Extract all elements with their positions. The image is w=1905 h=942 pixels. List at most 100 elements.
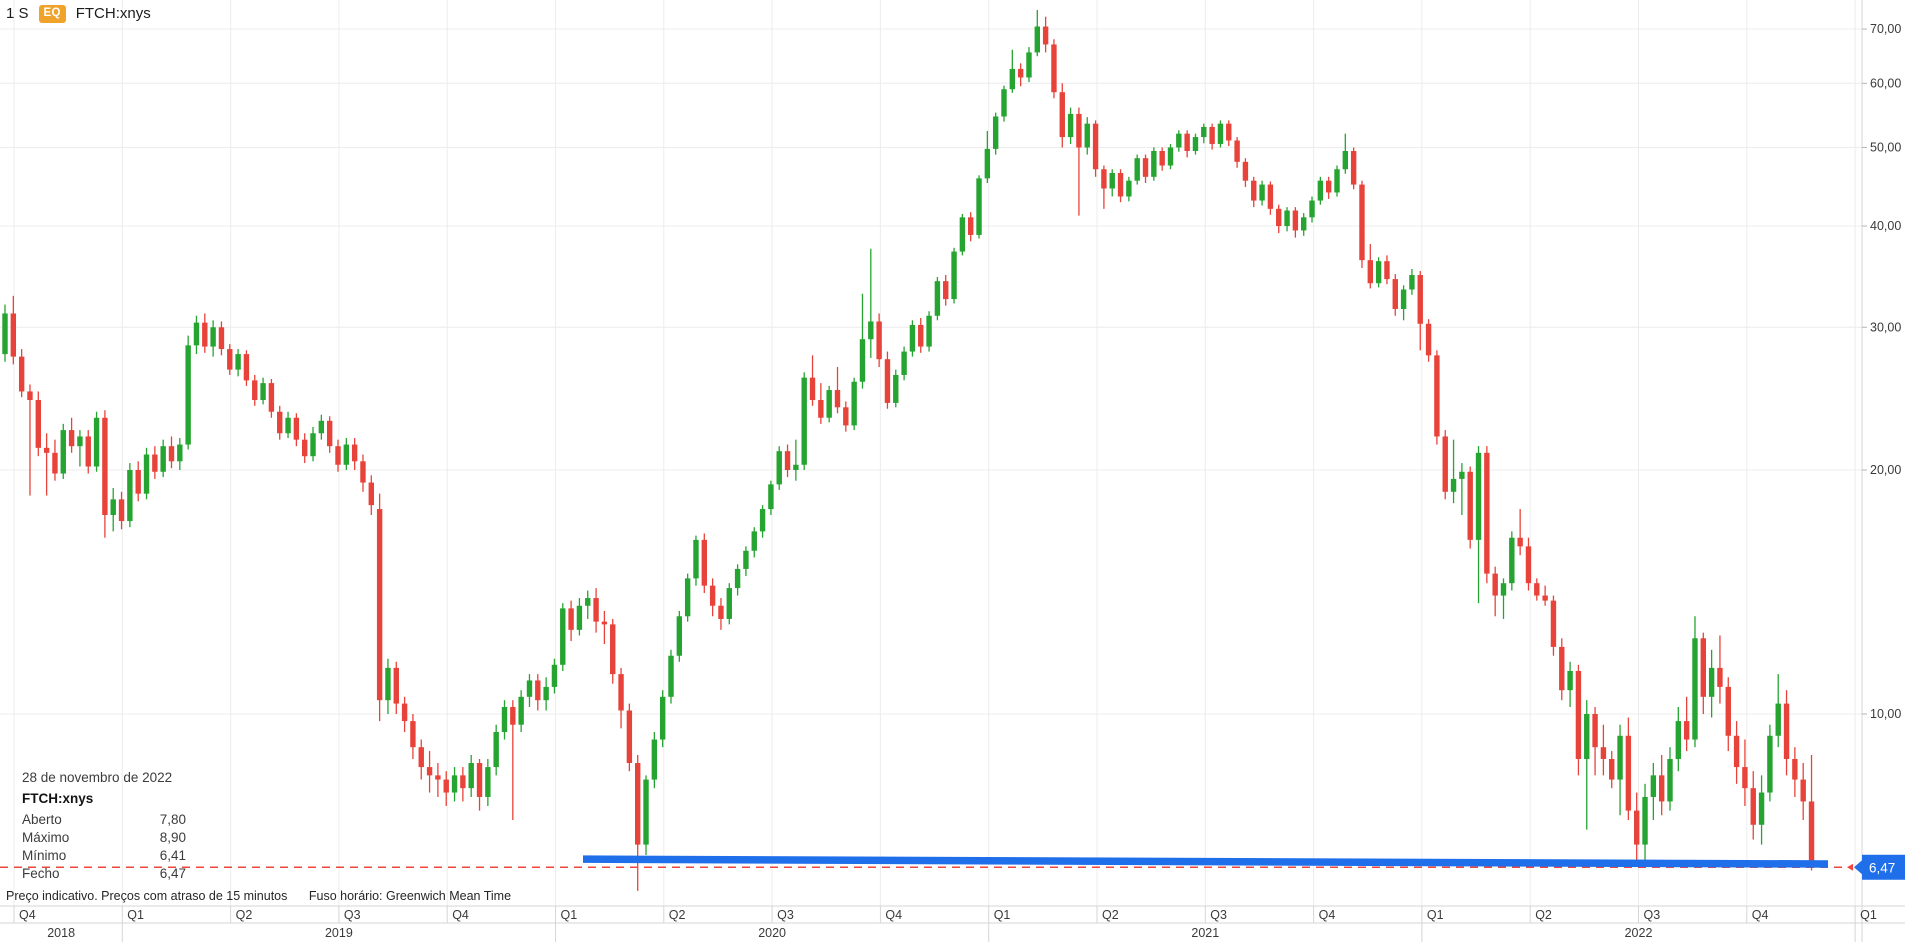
candle[interactable] bbox=[693, 535, 699, 586]
candle[interactable] bbox=[143, 447, 150, 500]
candle[interactable] bbox=[843, 401, 849, 432]
candle[interactable] bbox=[1209, 123, 1215, 150]
candle[interactable] bbox=[443, 771, 449, 806]
candle[interactable] bbox=[27, 384, 33, 496]
x-axis[interactable]: Q4 Q1 Q2 Q3 Q4 Q1 Q2 Q3 Q4 Q1 Q2 Q3 Q4 Q1 Q2 Q3 Q4 Q1 2018… bbox=[13, 906, 1877, 942]
candle[interactable] bbox=[1783, 690, 1790, 776]
candle[interactable] bbox=[1525, 537, 1532, 591]
candle[interactable] bbox=[1059, 83, 1065, 148]
candle[interactable] bbox=[68, 417, 75, 453]
candle[interactable] bbox=[1284, 207, 1290, 232]
candle[interactable] bbox=[1192, 133, 1199, 155]
candle[interactable] bbox=[535, 674, 541, 711]
candle[interactable] bbox=[1600, 724, 1607, 776]
candle[interactable] bbox=[1251, 176, 1257, 208]
candle[interactable] bbox=[110, 488, 116, 532]
candle[interactable] bbox=[1509, 531, 1515, 591]
candle[interactable] bbox=[784, 444, 791, 478]
candle[interactable] bbox=[1067, 107, 1074, 144]
candle[interactable] bbox=[643, 775, 649, 855]
candle[interactable] bbox=[401, 696, 408, 733]
candle[interactable] bbox=[1051, 39, 1057, 99]
candle[interactable] bbox=[1226, 120, 1232, 147]
candle[interactable] bbox=[651, 732, 658, 789]
timeframe-label[interactable]: 1 S bbox=[6, 5, 29, 23]
candle[interactable] bbox=[35, 391, 41, 457]
candle[interactable] bbox=[351, 438, 358, 471]
candle[interactable] bbox=[1201, 123, 1207, 144]
candle[interactable] bbox=[1692, 616, 1698, 748]
candle[interactable] bbox=[726, 583, 732, 625]
candle[interactable] bbox=[227, 344, 233, 375]
candle[interactable] bbox=[826, 385, 832, 423]
candle[interactable] bbox=[235, 349, 241, 377]
candle[interactable] bbox=[260, 377, 266, 405]
candle[interactable] bbox=[43, 433, 50, 496]
candle[interactable] bbox=[1450, 439, 1457, 504]
candle[interactable] bbox=[1467, 466, 1473, 549]
candle[interactable] bbox=[1442, 430, 1448, 500]
candle[interactable] bbox=[851, 377, 857, 431]
candle[interactable] bbox=[676, 610, 683, 662]
candle[interactable] bbox=[934, 277, 941, 321]
candle[interactable] bbox=[460, 767, 466, 802]
candle[interactable] bbox=[859, 293, 866, 389]
candle[interactable] bbox=[1084, 117, 1090, 155]
candle[interactable] bbox=[1700, 632, 1706, 714]
candle[interactable] bbox=[984, 130, 991, 183]
candle[interactable] bbox=[543, 677, 549, 711]
candle[interactable] bbox=[118, 491, 125, 530]
candle[interactable] bbox=[526, 674, 533, 708]
candle[interactable] bbox=[160, 439, 166, 478]
candle[interactable] bbox=[1009, 49, 1016, 93]
symbol-label[interactable]: FTCH:xnys bbox=[75, 5, 151, 23]
candle[interactable] bbox=[1259, 180, 1265, 206]
candle[interactable] bbox=[476, 758, 483, 811]
candle[interactable] bbox=[701, 533, 707, 594]
candle[interactable] bbox=[18, 349, 25, 398]
candle[interactable] bbox=[909, 320, 916, 357]
candle[interactable] bbox=[202, 313, 208, 353]
candle[interactable] bbox=[585, 590, 591, 619]
candle[interactable] bbox=[1392, 274, 1398, 316]
candle[interactable] bbox=[343, 438, 350, 471]
candle[interactable] bbox=[668, 649, 674, 704]
candle[interactable] bbox=[102, 410, 108, 538]
candle[interactable] bbox=[1026, 47, 1032, 83]
candle[interactable] bbox=[1101, 165, 1107, 209]
candle[interactable] bbox=[52, 439, 58, 481]
candle[interactable] bbox=[618, 667, 624, 729]
candle[interactable] bbox=[1167, 143, 1174, 170]
candle[interactable] bbox=[1683, 696, 1690, 752]
candle[interactable] bbox=[1475, 446, 1482, 604]
candle[interactable] bbox=[285, 411, 291, 439]
candle[interactable] bbox=[177, 438, 183, 471]
candle[interactable] bbox=[1592, 707, 1598, 776]
candle[interactable] bbox=[277, 405, 283, 440]
candle[interactable] bbox=[218, 321, 225, 356]
candle[interactable] bbox=[926, 311, 932, 352]
candle[interactable] bbox=[1276, 204, 1282, 234]
candle[interactable] bbox=[1117, 169, 1124, 203]
candle[interactable] bbox=[426, 751, 433, 793]
candle[interactable] bbox=[1309, 196, 1315, 223]
candle[interactable] bbox=[1559, 638, 1565, 701]
candle[interactable] bbox=[1400, 285, 1407, 321]
candle[interactable] bbox=[1359, 180, 1365, 269]
candle[interactable] bbox=[568, 600, 574, 642]
candle[interactable] bbox=[135, 461, 141, 502]
candle[interactable] bbox=[1609, 751, 1615, 789]
candle[interactable] bbox=[1584, 700, 1590, 830]
candle[interactable] bbox=[1076, 107, 1082, 216]
candle[interactable] bbox=[127, 463, 133, 528]
candle[interactable] bbox=[10, 295, 17, 365]
candle[interactable] bbox=[152, 446, 158, 479]
candle[interactable] bbox=[1567, 661, 1573, 708]
candle[interactable] bbox=[1126, 176, 1132, 202]
candle[interactable] bbox=[1042, 16, 1049, 53]
candle[interactable] bbox=[1325, 176, 1332, 199]
candle-series[interactable] bbox=[2, 9, 1815, 891]
candle[interactable] bbox=[1301, 213, 1307, 236]
candle[interactable] bbox=[876, 313, 882, 367]
candle[interactable] bbox=[1092, 120, 1099, 177]
